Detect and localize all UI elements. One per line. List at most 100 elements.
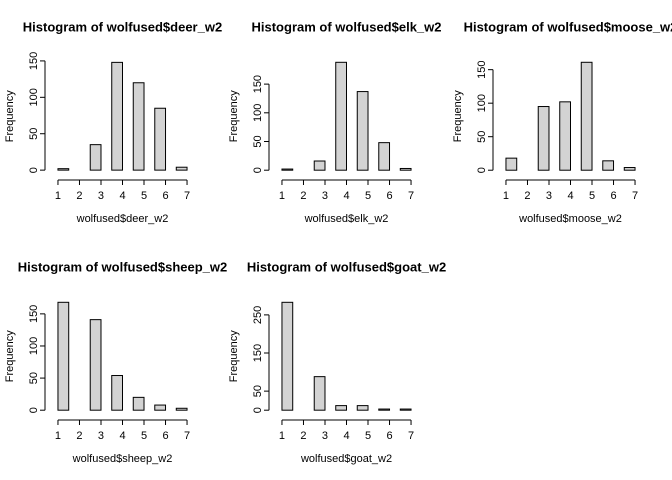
x-tick-label: 6 [162, 430, 168, 442]
x-tick-label: 3 [98, 190, 104, 202]
y-tick-label: 0 [252, 167, 264, 173]
x-tick-label: 5 [589, 190, 595, 202]
x-tick-label: 1 [55, 430, 61, 442]
x-tick-label: 6 [386, 190, 392, 202]
histogram-bar [175, 166, 188, 171]
histogram-bar [623, 167, 636, 171]
x-axis-label: wolfused$goat_w2 [300, 453, 392, 465]
histogram-bar [378, 142, 391, 171]
y-tick-label: 100 [252, 104, 264, 122]
x-tick-label: 4 [119, 190, 125, 202]
histogram-bar [559, 101, 572, 171]
x-tick-label: 6 [610, 190, 616, 202]
x-axis-label: wolfused$deer_w2 [76, 213, 169, 225]
x-tick-label: 3 [98, 430, 104, 442]
chart-title: Histogram of wolfused$goat_w2 [247, 259, 446, 274]
x-tick-label: 7 [408, 190, 414, 202]
x-tick-label: 2 [524, 190, 530, 202]
chart-title: Histogram of wolfused$deer_w2 [23, 19, 222, 34]
x-tick-label: 1 [279, 430, 285, 442]
y-axis-label: Frequency [4, 330, 16, 382]
x-tick-label: 3 [546, 190, 552, 202]
histogram-bar [602, 160, 615, 171]
y-tick-label: 50 [28, 372, 40, 384]
y-tick-label: 50 [28, 128, 40, 140]
x-axis-label: wolfused$elk_w2 [304, 213, 389, 225]
y-tick-label: 0 [28, 407, 40, 413]
y-tick-label: 250 [252, 306, 264, 324]
x-axis-label: wolfused$sheep_w2 [72, 453, 173, 465]
x-tick-label: 7 [184, 190, 190, 202]
x-tick-label: 7 [184, 430, 190, 442]
histogram-bar [175, 407, 188, 411]
histogram-bar [281, 301, 294, 411]
x-tick-label: 3 [322, 430, 328, 442]
y-axis-label: Frequency [452, 90, 464, 142]
x-tick-label: 7 [408, 430, 414, 442]
x-tick-label: 5 [365, 190, 371, 202]
histogram-bar [580, 61, 593, 171]
y-tick-label: 50 [476, 131, 488, 143]
chart-title: Histogram of wolfused$elk_w2 [252, 19, 442, 34]
histogram-bar [356, 91, 369, 171]
chart-title: Histogram of wolfused$moose_w2 [464, 19, 672, 34]
y-tick-label: 150 [252, 344, 264, 362]
histogram-bar [154, 107, 167, 171]
y-axis-label: Frequency [228, 90, 240, 142]
histogram-bar [57, 168, 70, 171]
y-tick-label: 50 [252, 135, 264, 147]
histogram-bar [89, 319, 102, 411]
y-tick-label: 0 [476, 167, 488, 173]
x-tick-label: 2 [300, 190, 306, 202]
histogram-bar [313, 376, 326, 411]
x-tick-label: 4 [343, 190, 349, 202]
histogram-bar [537, 106, 550, 171]
x-tick-label: 4 [119, 430, 125, 442]
y-tick-label: 150 [476, 60, 488, 78]
histogram-bar [378, 408, 391, 411]
x-tick-label: 5 [141, 190, 147, 202]
x-tick-label: 5 [141, 430, 147, 442]
x-tick-label: 7 [632, 190, 638, 202]
histogram-bar [154, 404, 167, 411]
y-tick-label: 100 [28, 337, 40, 355]
y-tick-label: 0 [252, 407, 264, 413]
x-tick-label: 2 [76, 190, 82, 202]
histogram-bar [89, 144, 102, 171]
histogram-bar [132, 82, 145, 171]
histogram-bar [335, 61, 348, 171]
histogram-bar [111, 61, 124, 171]
y-tick-label: 0 [28, 167, 40, 173]
x-tick-label: 4 [343, 430, 349, 442]
x-tick-label: 2 [76, 430, 82, 442]
x-tick-label: 3 [322, 190, 328, 202]
y-tick-label: 150 [252, 75, 264, 93]
histogram-bar [313, 160, 326, 171]
x-tick-label: 4 [567, 190, 573, 202]
y-axis-label: Frequency [228, 330, 240, 382]
y-tick-label: 100 [28, 88, 40, 106]
y-tick-label: 150 [28, 52, 40, 70]
y-tick-label: 100 [476, 94, 488, 112]
x-tick-label: 6 [162, 190, 168, 202]
y-tick-label: 150 [28, 305, 40, 323]
histogram-bar [57, 301, 70, 411]
histogram-bar [281, 168, 294, 171]
x-tick-label: 1 [55, 190, 61, 202]
histogram-bar [111, 375, 124, 411]
x-tick-label: 5 [365, 430, 371, 442]
x-tick-label: 6 [386, 430, 392, 442]
x-tick-label: 2 [300, 430, 306, 442]
x-tick-label: 1 [503, 190, 509, 202]
chart-title: Histogram of wolfused$sheep_w2 [18, 259, 228, 274]
histogram-bar [399, 408, 412, 411]
histogram-bar [335, 405, 348, 411]
x-axis-label: wolfused$moose_w2 [518, 213, 622, 225]
histogram-bar [132, 396, 145, 411]
histogram-bar [399, 167, 412, 171]
histogram-bar [505, 157, 518, 171]
y-tick-label: 50 [252, 385, 264, 397]
y-axis-label: Frequency [4, 90, 16, 142]
